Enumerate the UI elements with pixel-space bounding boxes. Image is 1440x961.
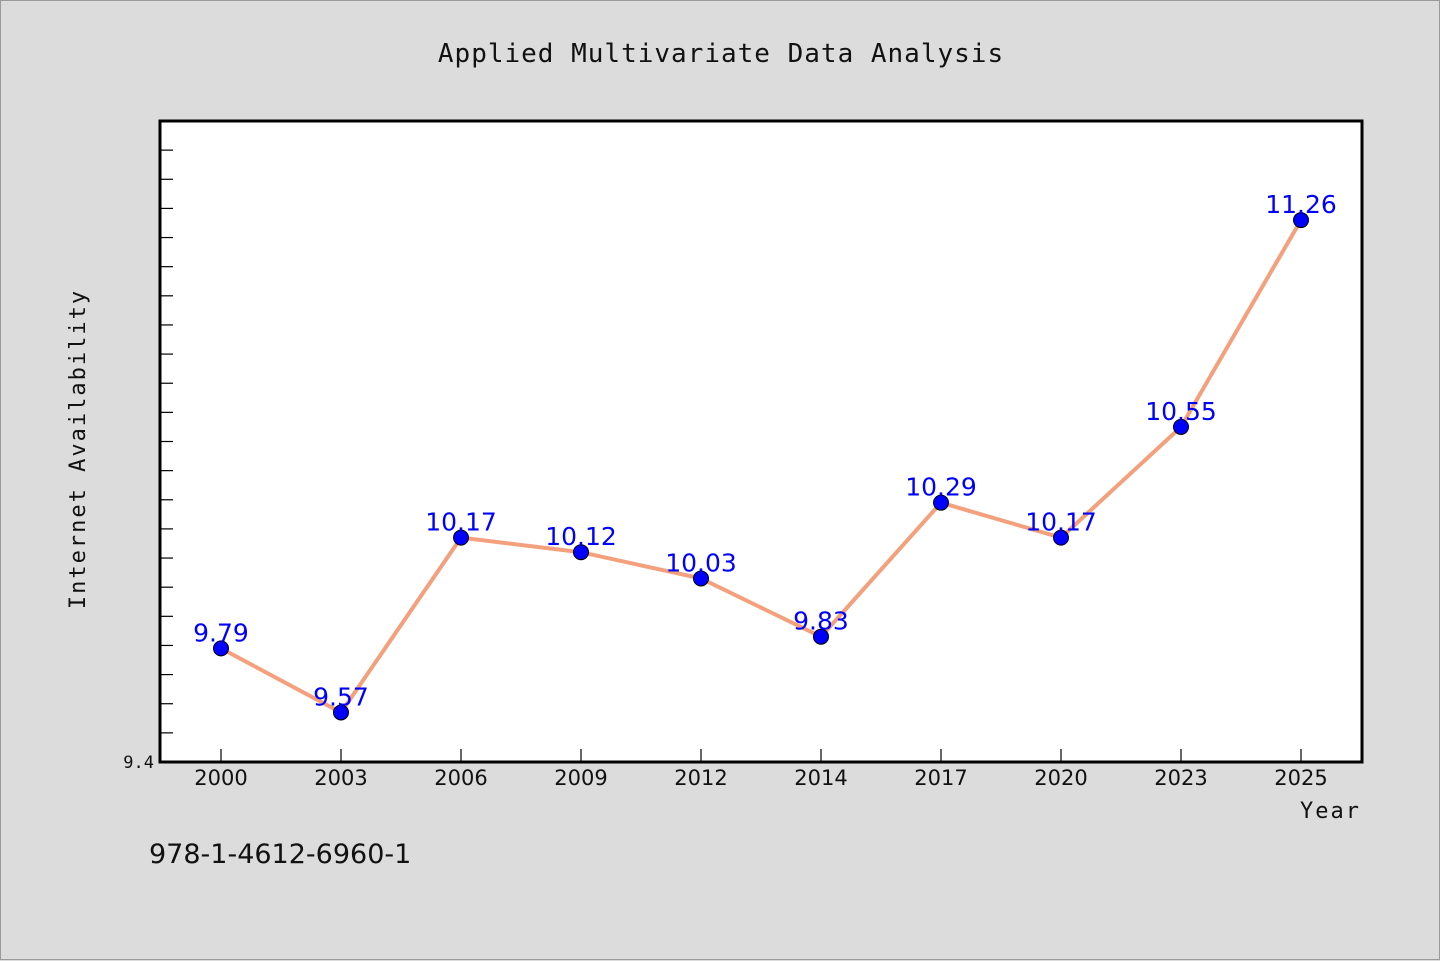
data-point xyxy=(1173,418,1189,435)
data-label: 10.29 xyxy=(905,473,977,502)
x-tick-label: 2000 xyxy=(194,766,247,790)
data-point xyxy=(933,494,949,511)
data-point xyxy=(693,570,709,587)
chart-title: Applied Multivariate Data Analysis xyxy=(438,39,1004,69)
x-tick-label: 2003 xyxy=(314,766,367,790)
data-label: 9.57 xyxy=(313,682,369,711)
x-axis-label: Year xyxy=(1300,799,1361,824)
x-tick-label: 2012 xyxy=(674,766,727,790)
series-layer xyxy=(213,212,1309,721)
data-label: 11.26 xyxy=(1265,190,1337,219)
data-label: 10.03 xyxy=(665,548,737,577)
y-axis-label: Internet Availability xyxy=(66,289,91,609)
y-tick-label: 9.4 xyxy=(123,753,154,773)
x-tick-label: 2017 xyxy=(914,766,967,790)
data-point xyxy=(333,704,349,721)
data-label: 9.83 xyxy=(793,607,849,636)
series-line xyxy=(220,219,1303,715)
data-point xyxy=(573,544,589,561)
x-tick-label: 2009 xyxy=(554,766,607,790)
x-tick-label: 2025 xyxy=(1274,766,1327,790)
x-tick-label: 2020 xyxy=(1034,766,1087,790)
data-label: 9.79 xyxy=(193,618,249,647)
data-point xyxy=(453,529,469,546)
x-tick-label: 2014 xyxy=(794,766,847,790)
data-labels: 9.79 9.57 10.17 10.12 10.03 9.83 10.29 10.17 10.… xyxy=(193,190,1337,711)
data-point xyxy=(813,628,829,645)
data-point xyxy=(1053,529,1069,546)
data-label: 10.55 xyxy=(1145,397,1217,426)
y-axis-ticks: 9.4 xyxy=(123,149,173,773)
x-axis-ticks: 2000 2003 2006 2009 2012 2014 2017 2020 2023 2025 xyxy=(194,749,1328,790)
data-label: 10.17 xyxy=(1025,508,1097,537)
data-point xyxy=(213,640,229,657)
plot-area xyxy=(158,119,1364,764)
x-tick-label: 2006 xyxy=(434,766,487,790)
x-tick-label: 2023 xyxy=(1154,766,1207,790)
isbn-text: 978-1-4612-6960-1 xyxy=(149,839,411,870)
data-label: 10.12 xyxy=(545,522,617,551)
data-label: 10.17 xyxy=(425,508,497,537)
data-point xyxy=(1293,212,1309,229)
